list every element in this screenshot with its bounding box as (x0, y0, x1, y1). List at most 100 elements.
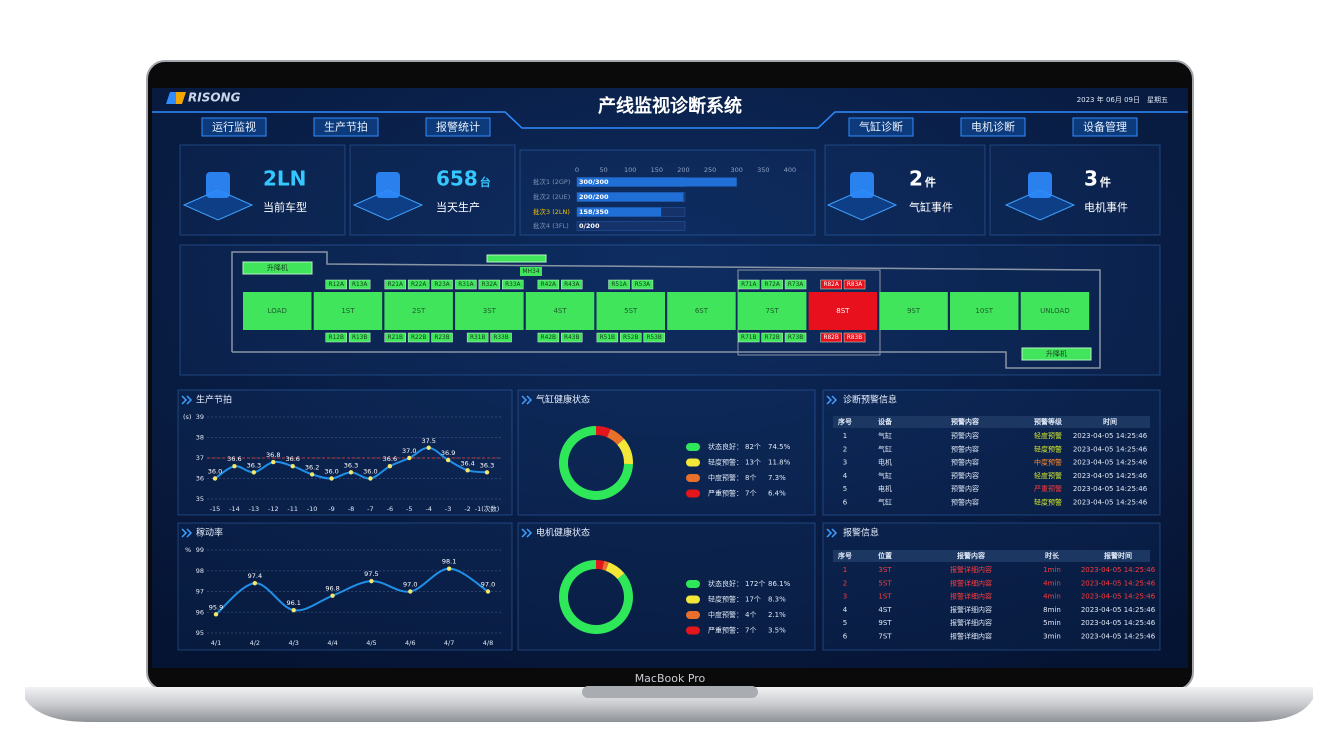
table-cell: 气缸 (878, 498, 892, 507)
value-label: 96.8 (325, 585, 339, 593)
tag-label: R73B (788, 335, 803, 341)
table-cell: 6 (843, 633, 848, 641)
table-cell: 气缸 (878, 431, 892, 440)
donut-segment (602, 560, 609, 571)
point (485, 589, 491, 594)
table-cell: 4 (843, 606, 848, 614)
legend-percent: 7.3% (768, 474, 786, 482)
tag-label: R21A (388, 282, 403, 288)
tag (738, 332, 760, 343)
kpi-unit: 台 (480, 175, 491, 189)
laptop-base (25, 687, 1313, 722)
kpi-label: 电机事件 (1084, 200, 1128, 214)
tag (348, 279, 371, 290)
nav-label[interactable]: 设备管理 (1083, 120, 1127, 134)
kpi-label: 当前车型 (263, 200, 307, 214)
point (348, 470, 354, 475)
lift (1021, 347, 1092, 361)
nav-button[interactable] (201, 117, 267, 137)
device-label: MacBook Pro (635, 672, 706, 685)
table-cell: 6 (843, 499, 848, 507)
nav-button[interactable] (960, 117, 1026, 137)
panel (349, 144, 516, 236)
table-cell: 轻度预警 (1034, 444, 1062, 453)
panel (824, 144, 986, 236)
value-label: 36.3 (480, 461, 494, 469)
line-series (215, 567, 489, 616)
donut-segment (596, 426, 611, 438)
table-cell: 中度预警 (1034, 458, 1062, 467)
table-cell: 电机 (878, 484, 892, 493)
logo-icon (176, 92, 186, 104)
tag-label: R53A (635, 282, 650, 288)
station (667, 292, 736, 330)
panel-title: 报警信息 (843, 527, 879, 539)
category-label: 批次3 (2LN) (533, 207, 570, 216)
x-tick-label: 250 (704, 166, 716, 174)
x-tick-label: 4/3 (288, 639, 298, 647)
tag (348, 332, 371, 343)
point (369, 578, 374, 584)
y-tick-label: 98 (196, 567, 204, 575)
nav-label[interactable]: 报警统计 (436, 120, 480, 134)
table-cell: 5min (1043, 619, 1061, 627)
table-cell: 轻度预警 (1034, 498, 1062, 507)
x-tick-label: -6 (387, 505, 393, 513)
table-header: 时长 (1045, 551, 1060, 560)
tag-label: R33A (505, 282, 520, 288)
nav-label[interactable]: 气缸诊断 (859, 120, 903, 134)
nav-button[interactable] (1072, 117, 1138, 137)
nav-button[interactable] (313, 117, 379, 137)
table-cell: 轻度预警 (1034, 431, 1062, 440)
table-cell: 1 (843, 432, 847, 440)
value-label: 97.0 (481, 581, 495, 589)
y-axis-label: % (185, 546, 191, 554)
table-header: 时间 (1103, 417, 1117, 426)
kpi-value: 3 (1084, 167, 1098, 191)
tag-label: R72B (764, 335, 779, 341)
tag-label: R42B (541, 335, 556, 341)
table-header: 序号 (837, 551, 852, 560)
panel (177, 389, 513, 516)
lift (242, 261, 313, 275)
table-cell: 2 (843, 579, 847, 587)
table-cell: 7ST (878, 633, 892, 641)
table-cell: 气缸 (878, 444, 892, 453)
station (879, 292, 948, 330)
table-cell: 2023-04-05 14:25:46 (1081, 619, 1156, 627)
nav-label[interactable]: 生产节拍 (324, 120, 368, 134)
legend-label: 轻度预警： (708, 458, 743, 467)
y-tick-label: 36 (196, 475, 204, 483)
y-tick-label: 38 (196, 434, 204, 442)
nav-label[interactable]: 运行监视 (212, 120, 256, 134)
nav-button[interactable] (425, 117, 491, 137)
x-tick-label: 4/7 (444, 639, 454, 647)
table-cell: 1min (1043, 566, 1061, 574)
tag (384, 332, 406, 343)
point (368, 476, 373, 481)
tag-label: R83B (847, 335, 862, 341)
nav-button[interactable] (848, 117, 914, 137)
header-frame (152, 111, 1188, 129)
point (290, 464, 295, 469)
tag-label: R73A (788, 282, 803, 288)
value-label: 36.6 (285, 455, 299, 463)
y-tick-label: 37 (196, 454, 204, 462)
panel-icon (181, 395, 193, 405)
point (329, 476, 334, 481)
date: 2023 年 06月 09日 (1077, 95, 1140, 104)
table-cell: 2023-04-05 14:25:46 (1081, 633, 1156, 641)
tag (843, 279, 866, 290)
category-label: 批次2 (2UE) (533, 192, 570, 201)
legend-count: 8个 (745, 474, 756, 482)
x-tick-label: -7 (367, 505, 373, 513)
tag-label: R82A (823, 282, 838, 288)
nav-label[interactable]: 电机诊断 (971, 120, 1015, 134)
legend-swatch (686, 443, 700, 451)
x-tick-label: 50 (599, 166, 607, 174)
value-label: 36.6 (227, 455, 241, 463)
table-cell: 报警详细内容 (950, 618, 992, 627)
tag (784, 279, 807, 290)
table-cell: 气缸 (878, 471, 892, 480)
tag-label: R51B (600, 335, 615, 341)
